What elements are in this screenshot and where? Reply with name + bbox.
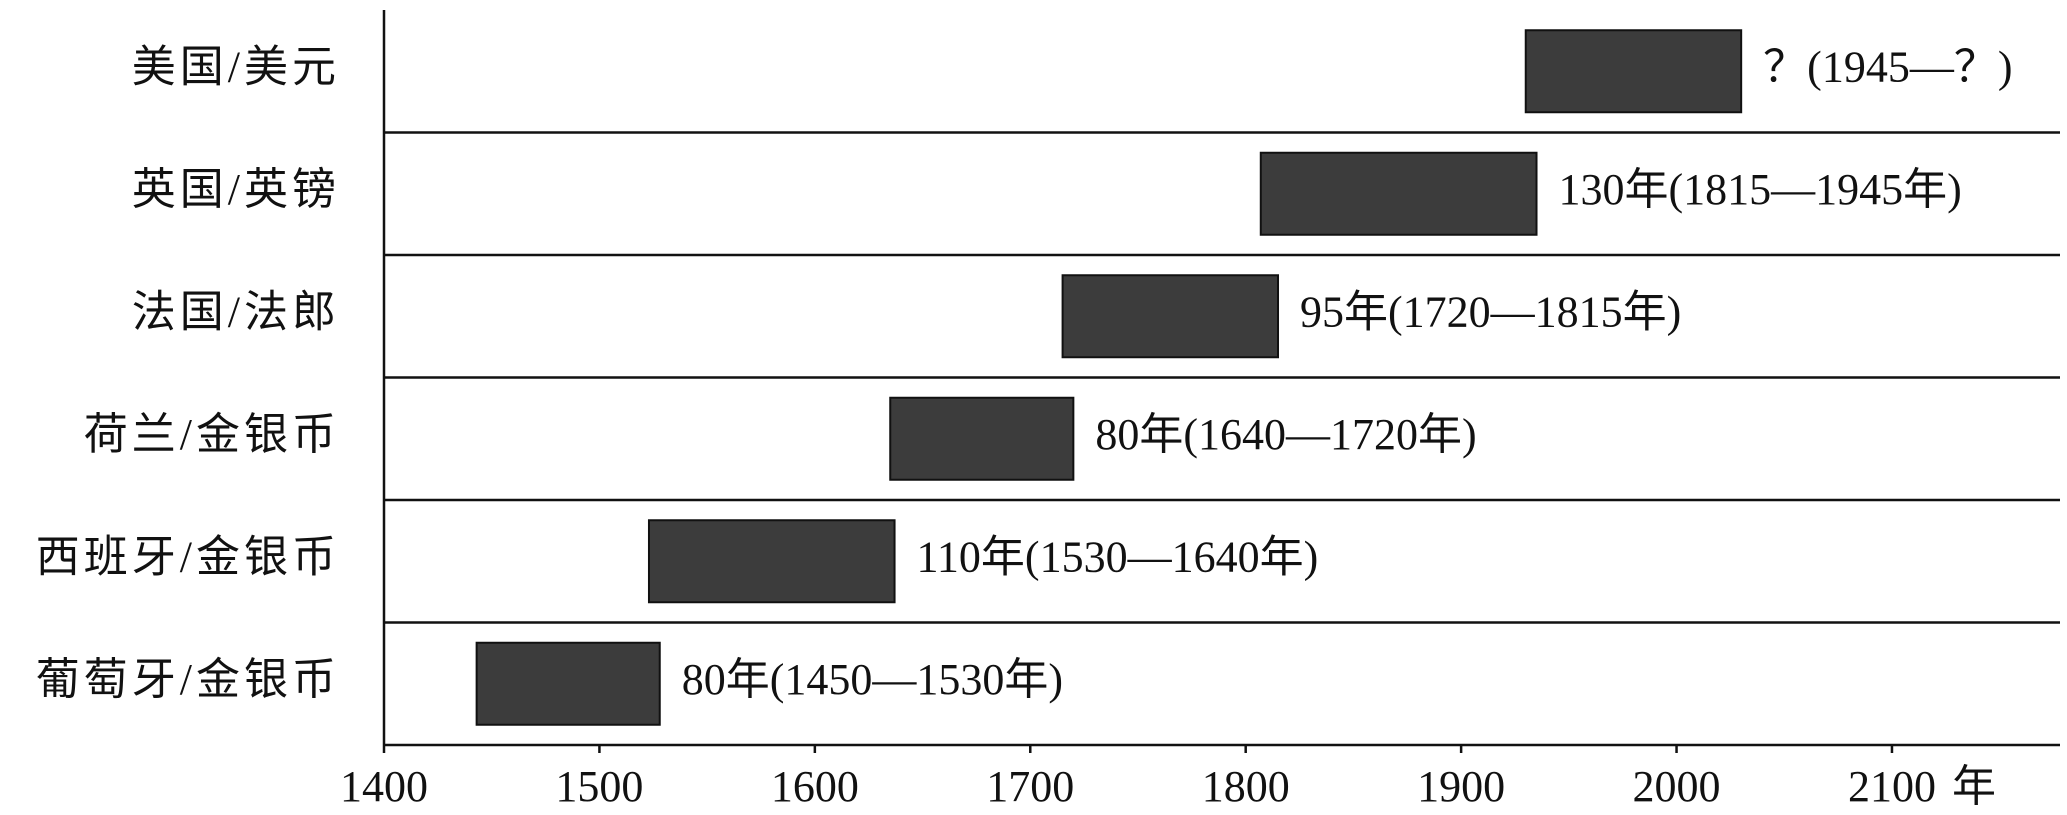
category-label: 葡萄牙/金银币 — [36, 655, 340, 704]
x-tick-label: 1500 — [555, 762, 643, 811]
bar — [647, 519, 896, 604]
x-tick-label: 1700 — [986, 762, 1074, 811]
value-label: 80年(1640—1720年) — [1095, 410, 1476, 459]
bar — [1259, 151, 1538, 236]
value-label: 80年(1450—1530年) — [682, 655, 1063, 704]
x-tick-label: 1800 — [1202, 762, 1290, 811]
category-label: 西班牙/金银币 — [36, 532, 340, 581]
x-tick-label: 2100 — [1848, 762, 1936, 811]
x-tick-label: 1600 — [771, 762, 859, 811]
x-tick-label: 1900 — [1417, 762, 1505, 811]
value-label: 110年(1530—1640年) — [917, 532, 1319, 581]
category-label: 美国/美元 — [132, 42, 340, 91]
bar — [475, 641, 661, 726]
category-label: 法国/法郎 — [132, 287, 340, 336]
x-tick-label: 1400 — [340, 762, 428, 811]
bar — [1061, 274, 1280, 359]
bar — [889, 396, 1075, 481]
bar — [1524, 29, 1743, 114]
value-label: 95年(1720—1815年) — [1300, 287, 1681, 336]
x-tick-label: 2000 — [1633, 762, 1721, 811]
x-axis-label: 年 — [1952, 762, 1996, 811]
category-label: 荷兰/金银币 — [84, 410, 340, 459]
value-label: 130年(1815—1945年) — [1559, 165, 1962, 214]
category-label: 英国/英镑 — [132, 165, 340, 214]
value-label: ？(1945—？) — [1763, 42, 2012, 91]
